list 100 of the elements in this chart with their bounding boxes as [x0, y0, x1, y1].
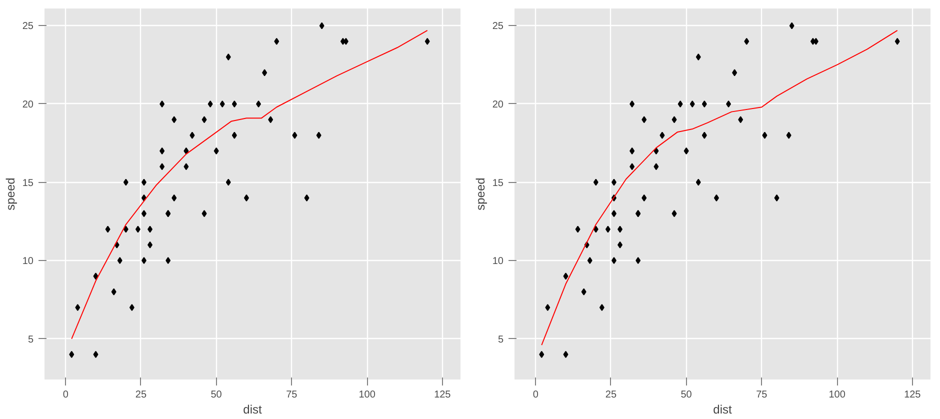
point — [304, 194, 310, 202]
point — [184, 163, 189, 170]
point — [660, 132, 665, 139]
point — [141, 210, 146, 218]
point — [160, 163, 165, 170]
x-tick-label: 75 — [286, 390, 298, 400]
point — [141, 178, 146, 186]
point — [232, 100, 237, 108]
x-tick-label: 25 — [605, 390, 617, 400]
point — [123, 226, 128, 233]
point — [714, 194, 719, 202]
point — [672, 210, 677, 218]
y-tick-label: 25 — [492, 21, 504, 32]
point — [226, 54, 231, 61]
y-tick-label: 10 — [492, 256, 504, 268]
point — [690, 100, 695, 108]
y-axis-title: speed — [473, 178, 488, 210]
point — [618, 226, 623, 233]
point — [605, 226, 610, 233]
point — [593, 178, 598, 186]
point — [292, 132, 298, 139]
point — [184, 147, 189, 154]
point — [702, 132, 707, 139]
y-tick-label: 20 — [492, 99, 504, 110]
point — [599, 304, 604, 311]
point — [587, 257, 592, 264]
point — [172, 194, 177, 202]
point — [786, 132, 792, 139]
point — [232, 132, 237, 139]
point — [642, 194, 647, 202]
point — [135, 226, 140, 233]
point — [105, 226, 110, 233]
point — [111, 288, 116, 296]
point — [75, 304, 80, 311]
point — [93, 350, 98, 358]
point — [575, 226, 580, 233]
point — [69, 350, 74, 358]
point — [702, 100, 707, 108]
x-tick-label: 0 — [532, 390, 539, 400]
y-tick-label: 15 — [22, 178, 34, 189]
point — [172, 116, 177, 124]
x-tick-label: 100 — [358, 390, 376, 400]
point — [611, 178, 616, 186]
point — [611, 257, 616, 264]
point — [762, 132, 768, 139]
point — [611, 210, 616, 218]
point — [160, 147, 165, 154]
point — [654, 163, 659, 170]
point — [630, 100, 635, 108]
point — [319, 22, 324, 30]
point — [894, 38, 900, 45]
x-tick-label: 50 — [210, 390, 222, 400]
point — [141, 257, 146, 264]
point — [744, 38, 750, 45]
point — [618, 241, 623, 248]
point — [563, 350, 568, 358]
point — [148, 226, 153, 233]
point — [630, 163, 635, 170]
point — [539, 350, 544, 358]
point — [732, 69, 738, 76]
point — [262, 69, 268, 76]
point — [117, 257, 122, 264]
point — [214, 147, 219, 154]
x-axis-title: dist — [243, 402, 263, 416]
point — [190, 132, 195, 139]
point — [738, 116, 744, 124]
point — [226, 178, 231, 186]
y-tick-label: 15 — [492, 178, 504, 189]
point — [696, 178, 701, 186]
point — [208, 100, 213, 108]
point — [220, 100, 225, 108]
y-tick-label: 20 — [22, 99, 34, 110]
x-tick-label: 0 — [62, 390, 69, 400]
point — [642, 116, 647, 124]
point — [684, 147, 689, 154]
point — [268, 116, 274, 124]
y-tick-label: 10 — [22, 256, 34, 268]
point — [424, 38, 430, 45]
point — [93, 272, 98, 280]
point — [256, 100, 262, 108]
point — [244, 194, 249, 202]
point — [630, 147, 635, 154]
x-tick-label: 125 — [434, 390, 452, 400]
y-tick-label: 5 — [498, 334, 504, 346]
y-axis-title: speed — [3, 178, 18, 210]
point — [316, 132, 322, 139]
x-tick-label: 125 — [904, 390, 922, 400]
point — [672, 116, 677, 124]
line-series — [71, 30, 428, 340]
x-tick-label: 50 — [680, 390, 692, 400]
point — [774, 194, 780, 202]
point — [636, 257, 641, 264]
x-tick-label: 100 — [828, 390, 846, 400]
point — [123, 178, 128, 186]
x-tick-label: 25 — [135, 390, 147, 400]
point — [129, 304, 134, 311]
x-axis-title: dist — [713, 402, 733, 416]
point — [545, 304, 550, 311]
point — [202, 210, 207, 218]
point — [274, 38, 280, 45]
